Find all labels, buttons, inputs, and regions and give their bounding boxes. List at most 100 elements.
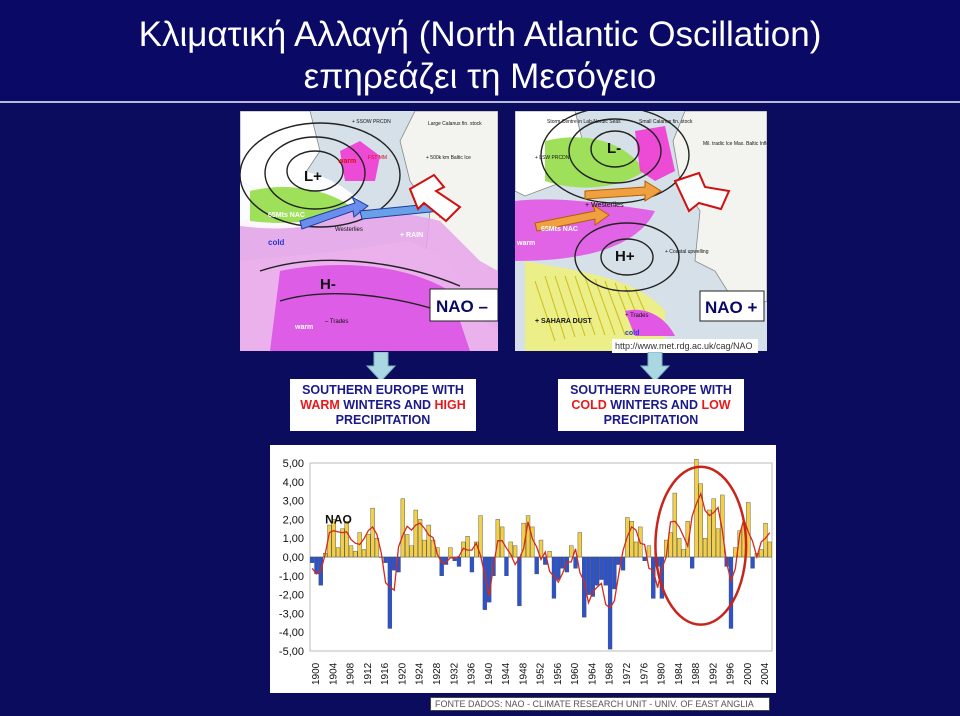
- effect-line-3: PRECIPITATION: [603, 413, 699, 427]
- y-tick-label: -4,00: [279, 627, 304, 639]
- svg-text:+ SSOW PRCDN: + SSOW PRCDN: [352, 119, 391, 125]
- nao-bar: [448, 547, 453, 558]
- svg-text:cold: cold: [268, 238, 285, 247]
- effect-box-left: SOUTHERN EUROPE WITH WARM WINTERS AND HI…: [290, 379, 476, 431]
- nao-bar: [702, 537, 708, 558]
- nao-bar: [344, 521, 349, 558]
- map-nao-negative: warm 65Mts NAC cold Westerlies + RAIN wa…: [240, 111, 498, 351]
- svg-text:65Mts NAC: 65Mts NAC: [268, 212, 305, 219]
- svg-text:65Mts NAC: 65Mts NAC: [541, 226, 578, 233]
- x-tick-label: 1948: [518, 662, 529, 685]
- nao-bar: [737, 530, 742, 558]
- x-tick-label: 2000: [743, 662, 754, 685]
- nao-bar: [504, 556, 509, 576]
- x-tick-label: 1992: [708, 662, 719, 685]
- y-tick-label: 5,00: [283, 458, 304, 470]
- x-tick-label: 1972: [622, 662, 633, 685]
- nao-bar: [430, 539, 436, 558]
- x-tick-label: 1904: [328, 662, 339, 685]
- nao-bar: [672, 492, 677, 558]
- nao-bar: [759, 549, 764, 558]
- x-tick-label: 1980: [657, 662, 668, 685]
- nao-bar: [366, 534, 371, 558]
- nao-bar: [750, 556, 755, 569]
- effect-line-1: SOUTHERN EUROPE WITH: [570, 383, 732, 397]
- nao-bar: [348, 545, 354, 558]
- effect-line-1: SOUTHERN EUROPE WITH: [302, 383, 464, 397]
- effect-line-2: WARM WINTERS AND HIGH: [300, 398, 466, 412]
- nao-annotation: NAO: [325, 512, 352, 526]
- y-tick-label: 4,00: [283, 477, 304, 489]
- nao-bar: [331, 519, 336, 558]
- nao-bar: [715, 528, 721, 558]
- nao-bar: [612, 556, 617, 590]
- nao-bar: [547, 551, 552, 558]
- nao-bar: [711, 498, 716, 558]
- svg-text:Large Calanus fin. stock: Large Calanus fin. stock: [428, 121, 482, 127]
- y-tick-label: 3,00: [283, 496, 304, 508]
- y-tick-label: -1,00: [279, 571, 304, 583]
- title-line-1: Κλιματική Αλλαγή (North Atlantic Oscilla…: [138, 15, 822, 54]
- nao-bar: [387, 556, 393, 629]
- map-nao-positive: Storm Centre in Lab-Nordic Seas + LSW PR…: [515, 111, 767, 351]
- svg-text:warm: warm: [294, 324, 313, 331]
- y-tick-label: 0,00: [283, 552, 304, 564]
- nao-bar: [590, 556, 595, 597]
- x-tick-label: 1936: [467, 662, 478, 685]
- nao-bar: [422, 539, 427, 558]
- x-tick-label: 1988: [691, 662, 702, 685]
- nao-bar: [720, 494, 725, 558]
- effect-line-2: COLD WINTERS AND LOW: [571, 398, 731, 412]
- nao-bar: [599, 556, 604, 580]
- nao-bar: [564, 556, 570, 573]
- nao-bar: [707, 509, 712, 558]
- x-tick-label: 1956: [553, 662, 564, 685]
- svg-text:Storm Centre in Lab-Nordic Sea: Storm Centre in Lab-Nordic Seas: [547, 119, 621, 125]
- nao-bar: [685, 521, 690, 558]
- svg-text:FST MM: FST MM: [368, 155, 387, 161]
- nao-bar: [370, 507, 375, 558]
- nao-bar: [629, 521, 634, 558]
- nao-index-chart: 5,00 4,00 3,00 2,00 1,00 0,00 -1,00 -2,00 -3,00 -…: [270, 445, 776, 693]
- nao-phase-left: NAO –: [436, 297, 488, 316]
- y-tick-label: 1,00: [283, 533, 304, 545]
- nao-bar: [361, 549, 367, 558]
- nao-bar: [677, 537, 682, 558]
- x-tick-label: 1944: [501, 662, 512, 685]
- nao-bar: [405, 534, 410, 558]
- effect-highlight-warm: WARM: [300, 398, 340, 412]
- left-down-arrow-icon: [365, 352, 397, 382]
- nao-bar: [582, 556, 587, 618]
- svg-text:+ 500k km Baltic Ice: + 500k km Baltic Ice: [426, 155, 471, 161]
- x-tick-label: 1960: [570, 662, 581, 685]
- svg-text:cold: cold: [625, 330, 639, 337]
- nao-bar: [577, 532, 583, 558]
- x-tick-label: 1908: [346, 662, 357, 685]
- nao-bar: [689, 556, 695, 569]
- nao-bar: [560, 556, 565, 569]
- x-tick-label: 1968: [605, 662, 616, 685]
- nao-smoothed-line: [311, 491, 771, 609]
- svg-text:Mil. tradic Ice Max. Baltic In: Mil. tradic Ice Max. Baltic Inflow: [703, 141, 767, 147]
- y-tick-label: -3,00: [279, 608, 304, 620]
- nao-bar: [383, 556, 388, 563]
- low-label-right: L-: [607, 140, 621, 157]
- high-label-right: H+: [615, 248, 635, 265]
- nao-bar: [310, 556, 315, 563]
- x-tick-label: 1940: [484, 662, 495, 685]
- nao-bar: [633, 541, 639, 558]
- nao-bar: [512, 545, 518, 558]
- data-source: FONTE DADOS: NAO - CLIMATE RESEARCH UNIT…: [430, 697, 770, 711]
- nao-bar: [353, 551, 358, 558]
- nao-bar: [767, 541, 772, 558]
- svg-text:warm: warm: [337, 158, 356, 165]
- x-tick-label: 1996: [726, 662, 737, 685]
- nao-bar: [465, 536, 470, 558]
- svg-text:+ Trades: + Trades: [625, 313, 649, 319]
- nao-bar: [594, 556, 600, 586]
- nao-bar: [728, 556, 734, 629]
- nao-bar: [439, 556, 444, 576]
- nao-bar: [534, 556, 539, 575]
- nao-bar: [392, 556, 397, 571]
- title-band: Κλιματική Αλλαγή (North Atlantic Oscilla…: [0, 0, 960, 103]
